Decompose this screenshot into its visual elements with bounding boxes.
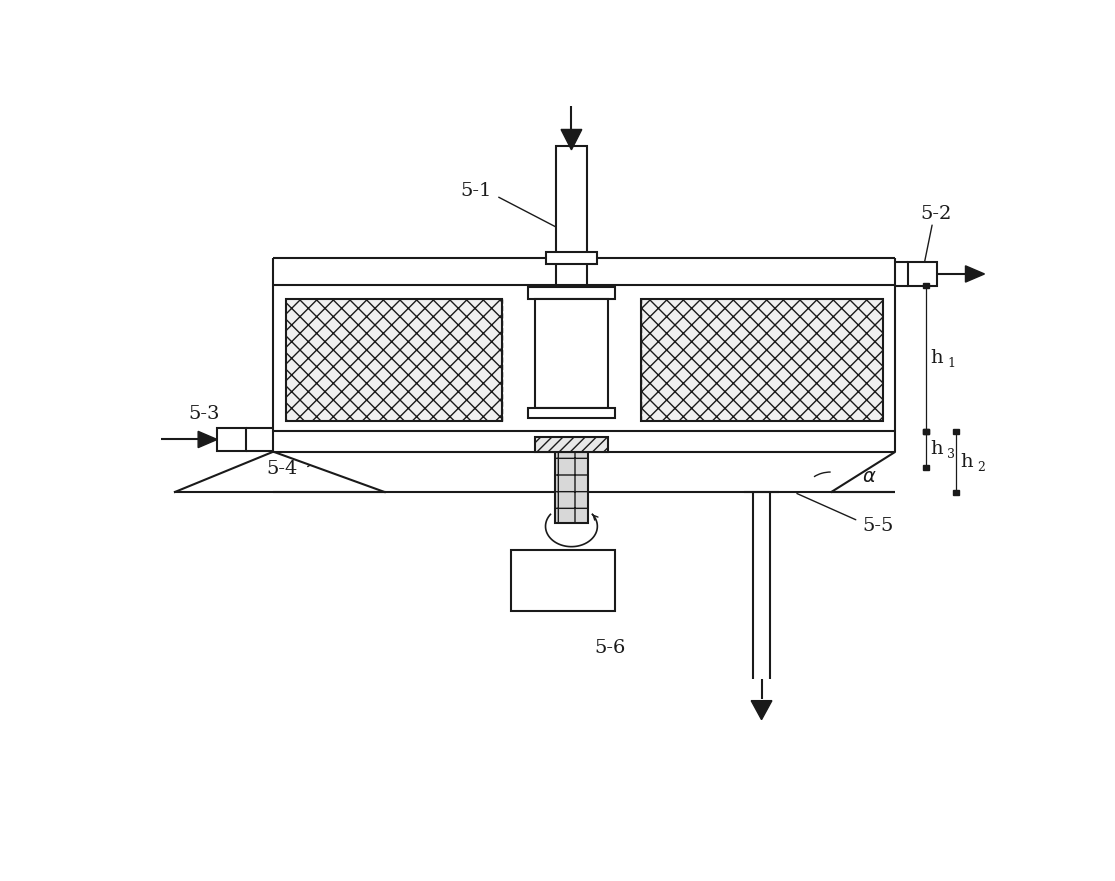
Bar [923, 283, 929, 288]
Text: 5-2: 5-2 [920, 205, 952, 223]
Text: 5-1: 5-1 [460, 181, 492, 199]
Polygon shape [966, 266, 985, 282]
Text: 5-4: 5-4 [266, 460, 298, 478]
Text: 1: 1 [948, 357, 956, 370]
Bar [909, 262, 937, 285]
Polygon shape [561, 130, 582, 150]
Bar [529, 408, 614, 418]
Bar [555, 452, 588, 523]
Text: 5-6: 5-6 [594, 640, 626, 657]
Bar [511, 550, 614, 611]
Text: h: h [960, 453, 973, 470]
Bar [529, 287, 614, 299]
Polygon shape [752, 700, 772, 720]
Text: $\it{\alpha}$: $\it{\alpha}$ [862, 468, 876, 485]
Bar [535, 299, 608, 408]
Bar [535, 437, 608, 452]
Bar [640, 299, 883, 421]
Text: 5-3: 5-3 [188, 405, 220, 424]
Bar [953, 490, 959, 495]
Text: h: h [930, 440, 942, 458]
Bar [953, 429, 959, 433]
Bar [923, 465, 929, 470]
Text: 5-5: 5-5 [863, 517, 894, 536]
Text: 2: 2 [978, 461, 986, 474]
Bar [287, 299, 502, 421]
Bar [556, 146, 586, 285]
Bar [217, 427, 245, 451]
Bar [923, 429, 929, 433]
Text: h: h [930, 349, 942, 367]
Bar [545, 252, 598, 264]
Text: 3: 3 [948, 448, 956, 461]
Polygon shape [198, 432, 217, 448]
Bar [923, 429, 929, 433]
